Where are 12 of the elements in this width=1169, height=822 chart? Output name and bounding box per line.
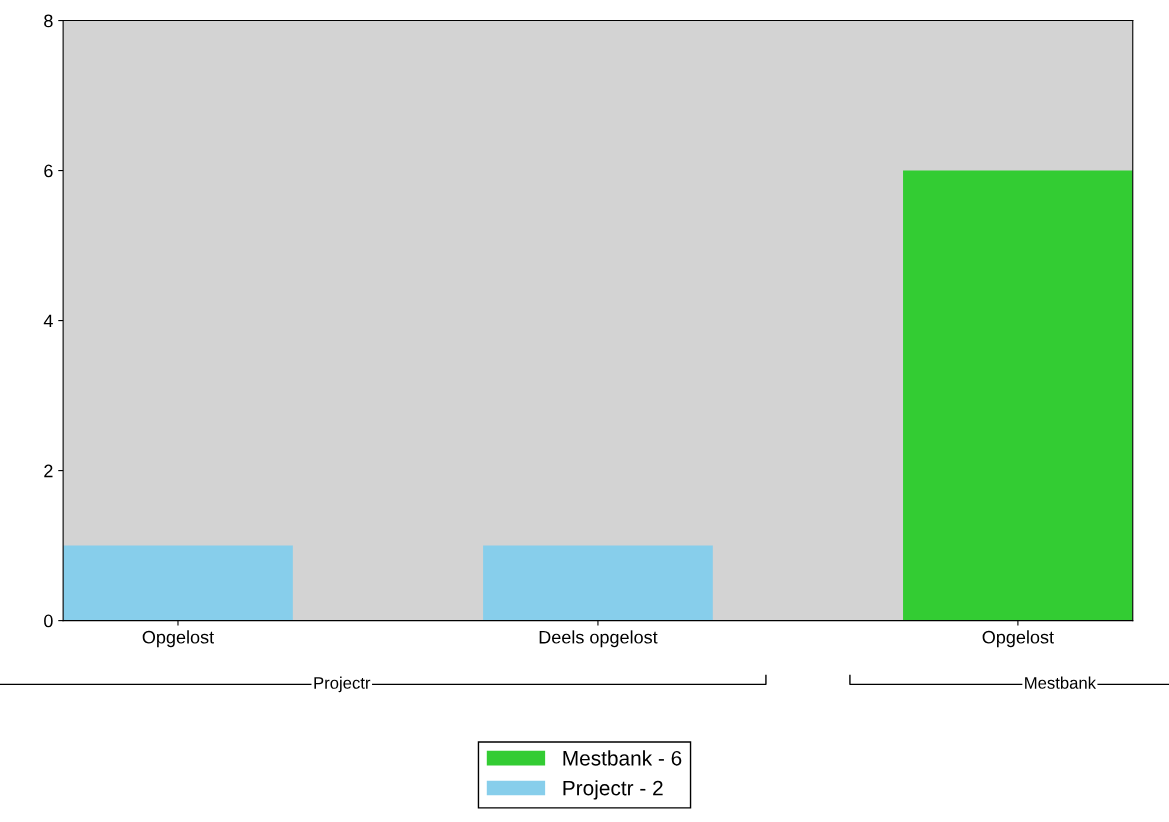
x-tick-label: Opgelost <box>142 630 214 648</box>
y-tick-label: 2 <box>44 464 53 478</box>
text: Mestbank <box>1025 676 1097 689</box>
y-tick-label: 4 <box>43 314 53 328</box>
legend-label: Mestbank - 6 <box>563 750 682 766</box>
legend-label: Projectr - 2 <box>563 780 663 800</box>
y-tick-label: 6 <box>44 164 53 178</box>
text: Projectr <box>314 676 371 693</box>
x-tick-label: Deels opgelost <box>539 630 658 648</box>
y-tick-label: 8 <box>44 14 53 28</box>
x-tick-label: Opgelost <box>982 630 1054 648</box>
y-tick-label: 0 <box>44 614 53 628</box>
